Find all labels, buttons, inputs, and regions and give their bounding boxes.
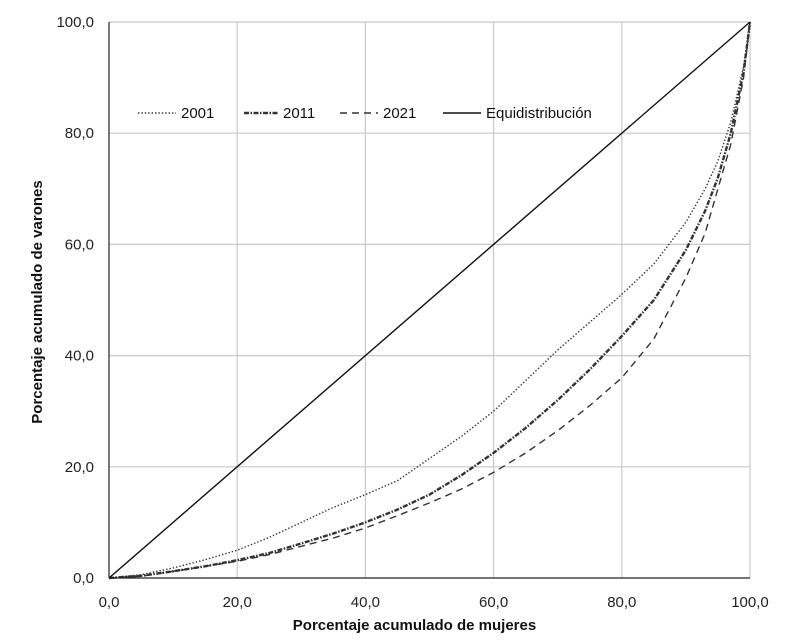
y-tick-label: 60,0 [65, 236, 94, 253]
legend-item-2: 2021 [340, 105, 416, 122]
y-tick-label: 40,0 [65, 348, 94, 365]
x-tick-label: 40,0 [351, 594, 380, 611]
y-tick-label: 100,0 [56, 14, 94, 31]
legend-item-3: Equidistribución [443, 105, 592, 122]
legend-item-0: 2001 [138, 105, 214, 122]
legend: 2001 2011 2021 Equidistribución [138, 105, 592, 122]
x-tick-label: 60,0 [479, 594, 508, 611]
x-tick-label: 80,0 [607, 594, 636, 611]
grid [109, 21, 751, 578]
axes [108, 22, 750, 579]
legend-label: 2011 [283, 105, 315, 122]
y-tick-label: 80,0 [65, 125, 94, 142]
y-tick-label: 0,0 [73, 570, 94, 587]
legend-item-1: 2011 [244, 105, 315, 122]
x-tick-label: 0,0 [99, 594, 120, 611]
x-tick-label: 20,0 [223, 594, 252, 611]
y-tick-label: 20,0 [65, 459, 94, 476]
x-tick-labels: 0,0 20,0 40,0 60,0 80,0 100,0 [99, 594, 769, 611]
y-axis-title: Porcentaje acumulado de varones [29, 180, 46, 423]
series-line-2 [108, 21, 751, 579]
series-line-0 [108, 21, 751, 579]
legend-label: 2021 [383, 105, 416, 122]
series-lines [108, 21, 752, 580]
series-line-3 [108, 21, 751, 579]
legend-label: Equidistribución [486, 105, 592, 122]
series-line-1 [108, 21, 752, 580]
y-tick-labels: 0,0 20,0 40,0 60,0 80,0 100,0 [56, 14, 94, 587]
x-axis-title: Porcentaje acumulado de mujeres [293, 617, 536, 634]
x-tick-label: 100,0 [731, 594, 769, 611]
legend-label: 2001 [181, 105, 214, 122]
